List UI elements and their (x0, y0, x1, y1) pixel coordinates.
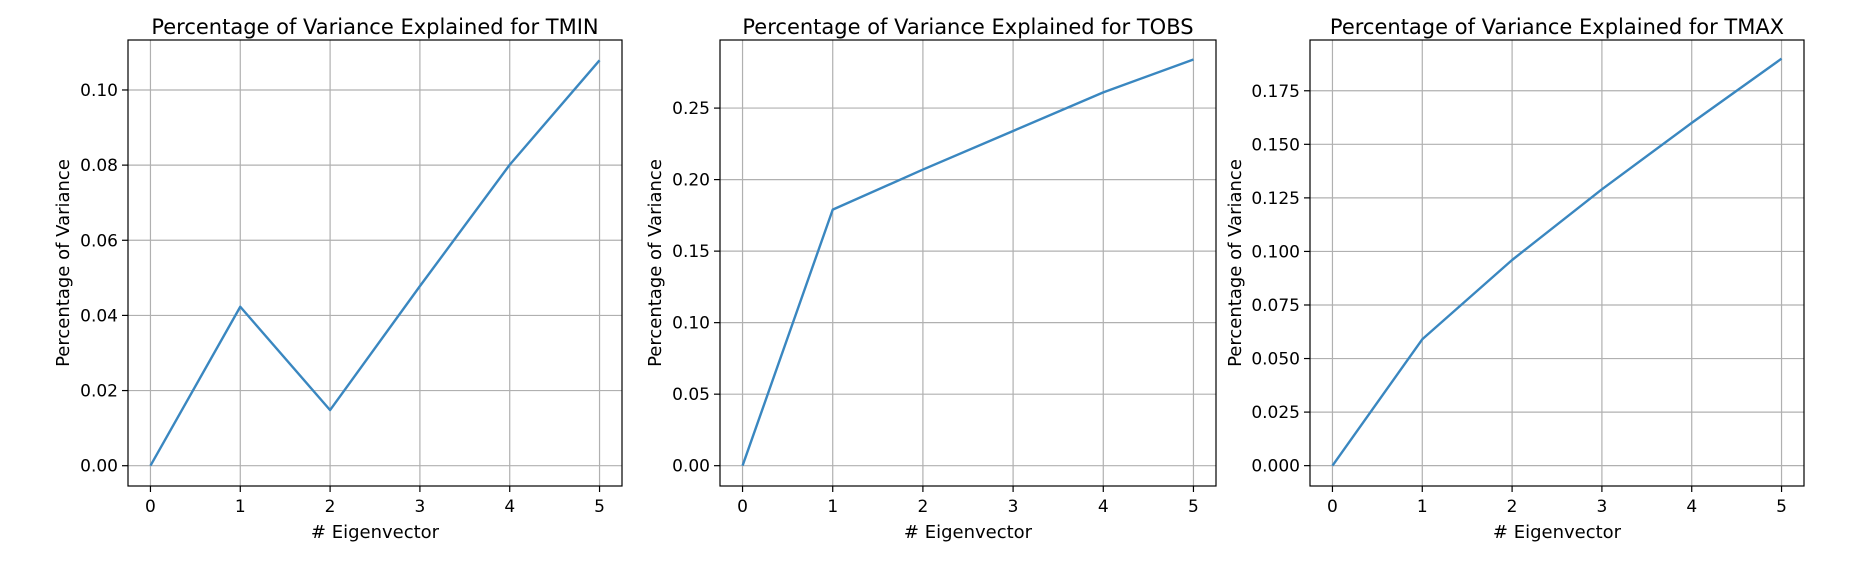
x-tick-label: 4 (504, 497, 515, 517)
y-axis-label: Percentage of Variance (645, 159, 666, 367)
x-tick-label: 2 (325, 497, 336, 517)
y-tick-label: 0.02 (80, 382, 118, 402)
y-tick-label: 0.00 (80, 457, 118, 477)
y-tick-label: 0.15 (672, 242, 710, 262)
chart-title: Percentage of Variance Explained for TMI… (151, 15, 598, 39)
series-line (149, 59, 601, 467)
chart-title: Percentage of Variance Explained for TOB… (742, 15, 1193, 39)
x-axis-label: # Eigenvector (311, 522, 440, 543)
chart-panel-3: 0 1 2 3 4 5 0.000 0.025 0.050 0.075 0.100 0.125 0.15… (1225, 15, 1805, 543)
y-tick-label: 0.20 (672, 171, 710, 191)
y-tick-label: 0.10 (80, 81, 118, 101)
x-tick-label: 0 (1327, 497, 1338, 517)
x-tick-label: 1 (827, 497, 838, 517)
y-tick-label: 0.025 (1251, 403, 1300, 423)
chart-panel-1: 0 1 2 3 4 5 0.00 0.02 0.04 0.06 0.08 0.10 Percentage… (53, 15, 623, 543)
x-tick-label: 1 (1417, 497, 1428, 517)
y-axis-label: Percentage of Variance (53, 159, 74, 367)
x-tick-label: 0 (145, 497, 156, 517)
y-tick-label: 0.08 (80, 156, 118, 176)
x-tick-label: 0 (737, 497, 748, 517)
chart-title: Percentage of Variance Explained for TMA… (1330, 15, 1784, 39)
plot-frame (719, 39, 1217, 487)
x-tick-label: 3 (414, 497, 425, 517)
series-line (741, 58, 1194, 467)
chart-panel-2: 0 1 2 3 4 5 0.00 0.05 0.10 0.15 0.20 0.25 Percentage… (645, 15, 1217, 543)
series-line (1331, 57, 1783, 467)
y-tick-label: 0.04 (80, 306, 118, 326)
y-tick-label: 0.150 (1251, 135, 1300, 155)
x-tick-label: 5 (1188, 497, 1199, 517)
plot-frame (1309, 39, 1805, 487)
y-tick-label: 0.125 (1251, 189, 1300, 209)
y-tick-label: 0.10 (672, 314, 710, 334)
y-tick-label: 0.06 (80, 231, 118, 251)
x-tick-label: 3 (1008, 497, 1019, 517)
y-tick-label: 0.050 (1251, 350, 1300, 370)
y-tick-label: 0.000 (1251, 457, 1300, 477)
x-tick-label: 3 (1596, 497, 1607, 517)
x-tick-label: 5 (1776, 497, 1787, 517)
x-tick-label: 2 (1507, 497, 1518, 517)
y-axis-label: Percentage of Variance (1225, 159, 1246, 367)
y-tick-label: 0.05 (672, 385, 710, 405)
x-tick-label: 5 (594, 497, 605, 517)
y-tick-label: 0.075 (1251, 296, 1300, 316)
plot-frame (127, 39, 623, 487)
x-tick-label: 4 (1686, 497, 1697, 517)
x-tick-label: 1 (235, 497, 246, 517)
y-tick-label: 0.00 (672, 457, 710, 477)
x-tick-label: 4 (1098, 497, 1109, 517)
y-tick-label: 0.175 (1251, 82, 1300, 102)
y-tick-label: 0.100 (1251, 242, 1300, 262)
x-tick-label: 2 (917, 497, 928, 517)
y-tick-label: 0.25 (672, 99, 710, 119)
x-axis-label: # Eigenvector (904, 522, 1033, 543)
x-axis-label: # Eigenvector (1493, 522, 1622, 543)
